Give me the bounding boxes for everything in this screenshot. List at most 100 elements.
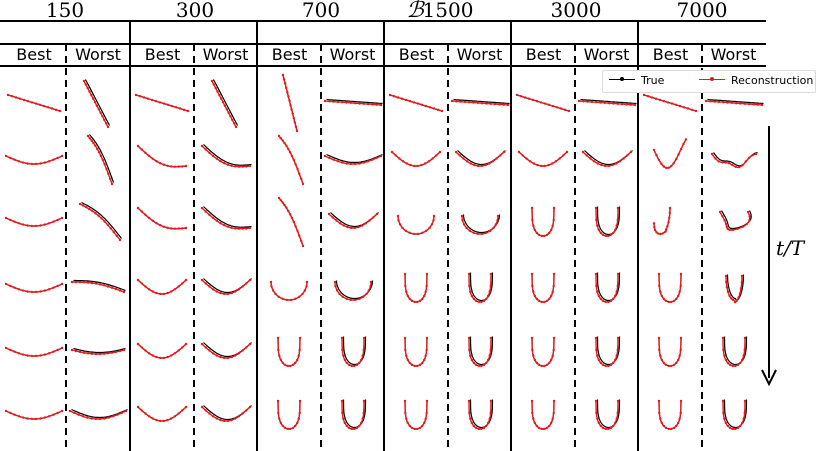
reconstruction-point-700-worst-0-10 bbox=[345, 101, 348, 104]
reconstruction-point-1500-worst-4-0 bbox=[489, 336, 493, 340]
reconstruction-point-7000-best-3-14 bbox=[667, 300, 670, 304]
reconstruction-point-700-best-4-6 bbox=[296, 358, 299, 362]
reconstruction-point-7000-worst-4-10 bbox=[736, 363, 740, 367]
reconstruction-point-700-best-1-20 bbox=[296, 167, 299, 171]
reconstruction-point-700-worst-1-22 bbox=[371, 158, 374, 161]
reconstruction-point-150-worst-5-14 bbox=[99, 417, 102, 421]
reconstruction-point-150-worst-1-10 bbox=[96, 147, 99, 151]
reconstruction-point-150-worst-3-22 bbox=[114, 287, 118, 291]
reconstruction-point-1500-worst-1-12 bbox=[477, 164, 480, 168]
reconstruction-point-700-best-2-2 bbox=[279, 199, 282, 202]
reconstruction-point-300-worst-1-14 bbox=[226, 163, 229, 166]
reconstruction-point-700-worst-3-18 bbox=[362, 295, 365, 298]
reconstruction-point-150-best-2-2 bbox=[9, 218, 12, 222]
reconstruction-point-700-best-5-6 bbox=[296, 421, 299, 425]
reconstruction-point-7000-best-2-26 bbox=[652, 222, 656, 225]
reconstruction-point-300-worst-4-16 bbox=[230, 355, 233, 359]
reconstruction-point-150-worst-1-18 bbox=[103, 163, 106, 166]
reconstruction-point-7000-best-1-26 bbox=[684, 138, 688, 141]
true-curve-700-worst-5 bbox=[342, 399, 367, 429]
reconstruction-point-700-best-1-10 bbox=[287, 147, 290, 151]
reconstruction-point-7000-worst-5-0 bbox=[743, 399, 747, 403]
reconstruction-point-1500-worst-0-6 bbox=[463, 100, 467, 104]
reconstruction-point-300-best-5-26 bbox=[184, 405, 188, 409]
reconstruction-point-1500-worst-4-26 bbox=[467, 336, 471, 340]
reconstruction-point-700-best-1-6 bbox=[283, 141, 286, 145]
reconstruction-point-7000-worst-1-24 bbox=[751, 154, 754, 157]
reconstruction-point-7000-best-4-26 bbox=[657, 336, 661, 340]
reconstruction-point-300-best-2-2 bbox=[140, 210, 143, 213]
reconstruction-point-700-best-3-6 bbox=[274, 292, 277, 296]
reconstruction-point-7000-worst-2-6 bbox=[745, 222, 749, 226]
reconstruction-point-3000-best-3-8 bbox=[548, 297, 551, 301]
reconstruction-point-1500-worst-3-16 bbox=[474, 299, 478, 303]
reconstruction-point-7000-worst-0-12 bbox=[730, 101, 733, 105]
reconstruction-point-150-best-4-24 bbox=[56, 348, 59, 352]
reconstruction-point-700-best-1-16 bbox=[292, 158, 295, 162]
reconstruction-point-7000-worst-4-12 bbox=[734, 364, 737, 368]
reconstruction-point-700-best-5-0 bbox=[298, 399, 302, 403]
reconstruction-point-150-best-4-26 bbox=[60, 346, 64, 350]
reconstruction-point-300-worst-1-24 bbox=[245, 165, 248, 168]
reconstruction-point-300-best-2-12 bbox=[159, 224, 162, 227]
reconstruction-point-1500-best-4-14 bbox=[413, 364, 416, 368]
reconstruction-point-7000-worst-1-0 bbox=[710, 152, 714, 156]
reconstruction-point-300-best-0-2 bbox=[138, 95, 142, 98]
reconstruction-point-150-worst-3-0 bbox=[70, 280, 74, 284]
reconstruction-point-1500-worst-4-10 bbox=[482, 363, 486, 367]
reconstruction-point-7000-worst-0-24 bbox=[756, 103, 759, 106]
reconstruction-point-3000-best-0-0 bbox=[515, 93, 519, 97]
reconstruction-point-150-worst-3-6 bbox=[82, 281, 86, 284]
reconstruction-point-700-worst-0-20 bbox=[366, 102, 370, 106]
reconstruction-point-700-best-0-18 bbox=[291, 112, 294, 116]
reconstruction-point-7000-worst-4-16 bbox=[728, 363, 732, 367]
reconstruction-point-300-best-4-10 bbox=[155, 355, 158, 359]
reconstruction-point-7000-best-1-0 bbox=[652, 148, 656, 152]
reconstruction-point-150-best-0-6 bbox=[18, 97, 22, 100]
reconstruction-point-3000-worst-5-2 bbox=[616, 411, 619, 415]
reconstruction-point-3000-best-3-22 bbox=[532, 290, 535, 293]
reconstruction-point-700-best-4-4 bbox=[297, 354, 300, 357]
reconstruction-point-1500-best-5-16 bbox=[410, 426, 414, 430]
reconstruction-point-300-best-3-2 bbox=[140, 282, 143, 285]
reconstruction-point-150-best-0-0 bbox=[6, 93, 10, 97]
reconstruction-point-3000-worst-5-10 bbox=[609, 426, 613, 430]
reconstruction-point-300-worst-3-26 bbox=[248, 278, 252, 282]
reconstruction-point-300-worst-3-24 bbox=[245, 282, 248, 285]
true-curve-300-worst-1 bbox=[203, 144, 252, 166]
reconstruction-point-700-worst-4-16 bbox=[347, 363, 351, 367]
reconstruction-point-3000-worst-3-16 bbox=[601, 299, 605, 303]
reconstruction-curve-150-worst-2 bbox=[79, 203, 121, 241]
reconstruction-point-1500-worst-0-10 bbox=[472, 101, 475, 104]
reconstruction-point-150-worst-0-26 bbox=[106, 125, 110, 129]
true-curve-700-worst-0 bbox=[326, 98, 383, 105]
reconstruction-point-300-best-0-10 bbox=[154, 100, 158, 103]
reconstruction-point-700-best-4-0 bbox=[298, 336, 302, 340]
reconstruction-point-150-worst-0-22 bbox=[103, 118, 106, 122]
reconstruction-point-150-best-2-14 bbox=[35, 224, 38, 228]
budget-label-300: 300 bbox=[175, 0, 215, 22]
reconstruction-point-3000-worst-0-16 bbox=[612, 102, 615, 105]
reconstruction-point-700-best-0-16 bbox=[290, 108, 293, 111]
reconstruction-point-7000-worst-0-6 bbox=[717, 100, 721, 104]
reconstruction-point-700-worst-4-10 bbox=[355, 363, 359, 367]
reconstruction-point-700-worst-3-4 bbox=[335, 289, 339, 292]
reconstruction-point-150-worst-1-2 bbox=[88, 137, 92, 140]
reconstruction-point-700-best-4-26 bbox=[276, 336, 280, 340]
reconstruction-point-300-worst-3-4 bbox=[208, 285, 211, 288]
reconstruction-point-300-worst-3-18 bbox=[234, 290, 237, 293]
reconstruction-point-7000-best-5-22 bbox=[659, 417, 662, 420]
reconstruction-point-300-worst-0-14 bbox=[223, 104, 227, 108]
reconstruction-point-7000-worst-2-14 bbox=[728, 228, 731, 232]
reconstruction-point-1500-best-0-8 bbox=[404, 98, 408, 102]
reconstruction-point-700-best-3-12 bbox=[285, 298, 288, 302]
reconstruction-point-300-worst-1-26 bbox=[248, 164, 252, 168]
reconstruction-point-1500-worst-1-14 bbox=[480, 164, 483, 168]
reconstruction-point-700-best-3-20 bbox=[301, 292, 304, 296]
reconstruction-point-300-best-3-20 bbox=[173, 288, 177, 291]
reconstruction-point-1500-best-0-16 bbox=[420, 103, 424, 107]
reconstruction-point-3000-best-0-26 bbox=[567, 109, 571, 113]
reconstruction-point-3000-best-1-6 bbox=[528, 160, 532, 163]
reconstruction-point-1500-worst-0-4 bbox=[459, 100, 462, 103]
